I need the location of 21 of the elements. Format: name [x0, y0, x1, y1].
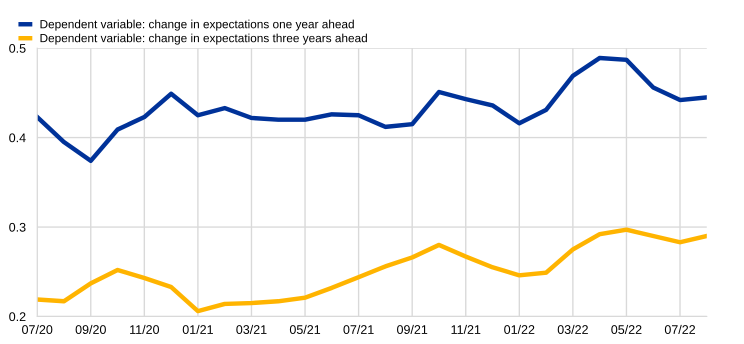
legend-label: Dependent variable: change in expectations three years ahead [40, 34, 367, 45]
line-series [37, 228, 707, 314]
x-tick-label: 05/22 [611, 324, 642, 334]
x-tick-label: 01/21 [182, 324, 213, 334]
x-tick-label: 09/20 [76, 324, 106, 334]
y-tick-label: 0.4 [9, 133, 26, 142]
x-tick-label: 09/21 [397, 324, 428, 334]
x-tick-label: 03/22 [558, 324, 588, 334]
line-series [37, 56, 707, 164]
x-tick-label: 07/22 [664, 324, 696, 334]
x-tick-label: 01/22 [504, 324, 534, 334]
x-tick-label: 11/21 [452, 324, 480, 334]
x-tick-label: 07/20 [22, 324, 52, 334]
x-tick-label: 05/21 [290, 324, 320, 334]
x-tick-label: 07/21 [343, 324, 374, 334]
y-tick-label: 0.2 [9, 312, 26, 322]
y-tick-label: 0.3 [9, 222, 26, 232]
x-tick-label: 11/20 [130, 324, 160, 334]
legend-label: Dependent variable: change in expectations one year ahead [40, 20, 354, 31]
y-tick-label: 0.5 [9, 44, 26, 53]
x-tick-label: 03/21 [236, 324, 267, 334]
